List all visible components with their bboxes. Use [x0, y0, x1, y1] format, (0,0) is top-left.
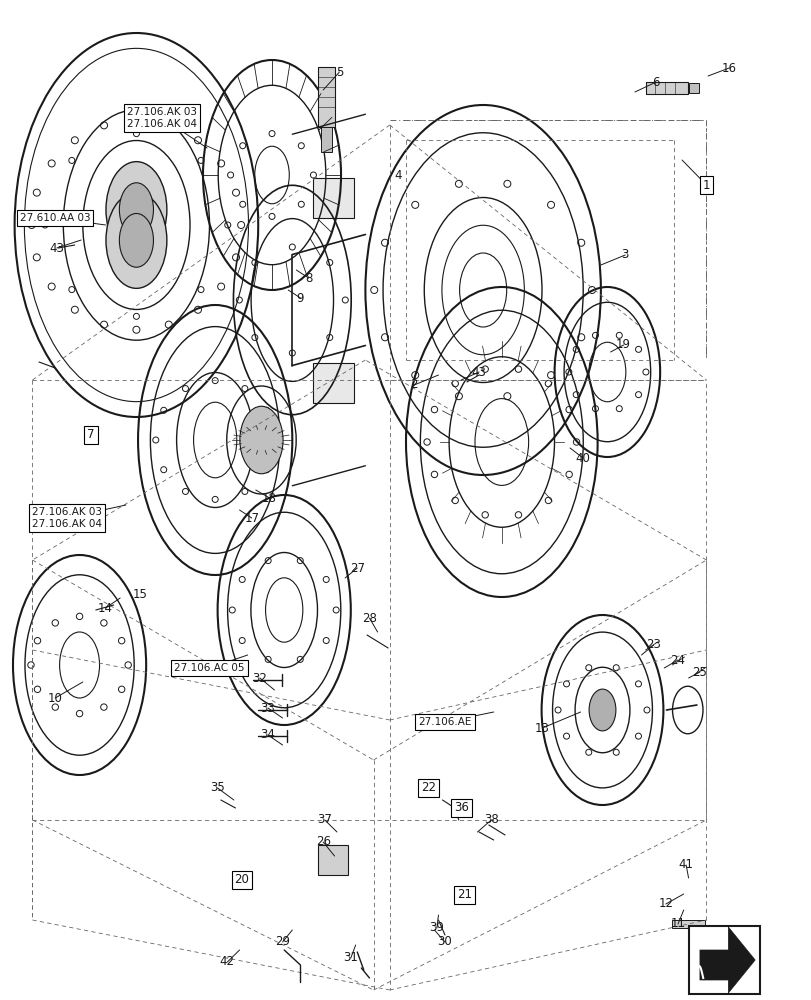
Text: 36: 36 — [453, 801, 468, 814]
Bar — [672, 920, 704, 928]
Text: 27.106.AK 03
27.106.AK 04: 27.106.AK 03 27.106.AK 04 — [32, 507, 101, 529]
Text: 26: 26 — [315, 835, 330, 848]
Ellipse shape — [119, 213, 153, 267]
Text: 6: 6 — [651, 76, 659, 89]
Text: 35: 35 — [210, 781, 225, 794]
Polygon shape — [699, 927, 754, 993]
Text: 27.106.AK 03
27.106.AK 04: 27.106.AK 03 27.106.AK 04 — [127, 107, 197, 129]
Ellipse shape — [105, 162, 167, 258]
Text: 8: 8 — [304, 271, 312, 284]
Text: 14: 14 — [98, 601, 113, 614]
Text: 22: 22 — [421, 781, 436, 794]
Text: 5: 5 — [335, 66, 343, 79]
Text: 32: 32 — [252, 672, 267, 684]
Text: 10: 10 — [48, 692, 62, 704]
Text: 13: 13 — [534, 722, 549, 734]
Text: 24: 24 — [670, 654, 684, 666]
Text: 38: 38 — [483, 813, 498, 826]
Text: 19: 19 — [616, 338, 630, 352]
Text: 1: 1 — [702, 179, 710, 192]
Text: 21: 21 — [457, 888, 471, 901]
Ellipse shape — [119, 183, 153, 237]
Ellipse shape — [589, 689, 616, 731]
Text: 43: 43 — [49, 241, 64, 254]
Text: 16: 16 — [721, 62, 736, 75]
Text: 12: 12 — [658, 897, 672, 910]
Text: 31: 31 — [343, 951, 358, 964]
Text: 34: 34 — [260, 728, 275, 742]
Text: 27.106.AC 05: 27.106.AC 05 — [174, 663, 244, 673]
Bar — [320, 127, 332, 152]
Text: 29: 29 — [275, 935, 290, 948]
Bar — [689, 83, 698, 93]
Text: 7: 7 — [87, 428, 95, 442]
Text: 41: 41 — [678, 858, 693, 871]
Text: 4: 4 — [393, 169, 401, 182]
Text: 2: 2 — [410, 378, 418, 391]
Text: 17: 17 — [244, 512, 259, 524]
Text: 42: 42 — [220, 955, 234, 968]
Ellipse shape — [239, 406, 283, 474]
Text: 11: 11 — [670, 917, 684, 930]
Bar — [318, 845, 347, 875]
Text: 18: 18 — [262, 491, 277, 504]
Text: 33: 33 — [260, 702, 275, 714]
Text: 25: 25 — [692, 666, 706, 678]
Text: 20: 20 — [234, 874, 249, 886]
Bar — [645, 82, 687, 94]
Text: 37: 37 — [317, 813, 332, 826]
Text: 28: 28 — [362, 611, 376, 624]
Ellipse shape — [105, 192, 167, 288]
Text: 40: 40 — [575, 452, 590, 464]
Text: 23: 23 — [646, 639, 660, 652]
Text: 30: 30 — [437, 935, 452, 948]
Text: 3: 3 — [620, 248, 629, 261]
Text: 27.106.AE: 27.106.AE — [418, 717, 471, 727]
Text: 27: 27 — [350, 562, 364, 574]
Bar — [688, 926, 759, 994]
Bar — [313, 178, 354, 218]
Bar — [318, 67, 334, 127]
Text: 9: 9 — [296, 292, 304, 304]
Text: 15: 15 — [132, 588, 147, 601]
Text: 39: 39 — [429, 921, 444, 934]
Text: 43: 43 — [471, 365, 486, 378]
Bar — [313, 362, 354, 402]
Text: 27.610.AA 03: 27.610.AA 03 — [20, 213, 90, 223]
